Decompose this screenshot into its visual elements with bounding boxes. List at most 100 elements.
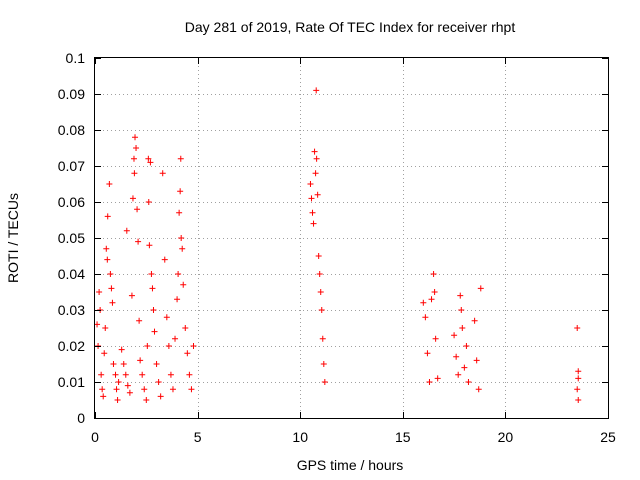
y-tick-label: 0.09 [58,86,85,102]
data-point [106,181,113,187]
data-point [128,292,135,299]
y-tick-label: 0.07 [58,158,85,174]
data-point [115,379,122,385]
data-point [575,368,582,375]
y-tick-labels: 0 0.01 0.02 0.03 0.04 0.05 0.06 0.07 0.08 0.09 0.1 [58,50,85,426]
data-point [477,285,484,292]
data-point [574,386,581,393]
data-point [155,379,162,385]
data-point [145,199,152,205]
data-point [188,386,195,393]
data-point [180,281,187,288]
data-point [313,87,320,94]
x-axis-label: GPS time / hours [297,457,404,473]
data-point [307,181,314,187]
data-point [186,371,193,378]
data-point [428,296,435,303]
data-point [314,191,321,198]
data-point [172,335,179,342]
data-point [320,361,327,367]
data-point [129,195,136,202]
data-point [574,325,581,331]
x-tick-label: 5 [194,429,202,445]
grid-lines [95,58,608,418]
data-point [120,361,127,367]
data-point [457,292,464,299]
data-point [104,213,111,220]
x-tick-labels: 0 5 10 15 20 25 [91,429,616,445]
data-point [122,371,129,378]
data-point [147,159,154,166]
data-point [163,314,170,321]
data-point [114,397,121,403]
data-point [134,206,141,213]
data-point [424,350,431,357]
data-point [132,134,139,141]
data-point [432,335,439,342]
data-point [316,271,323,277]
x-tick-label: 15 [395,429,411,445]
data-point [321,379,328,385]
data-point [135,238,142,245]
data-point [471,317,478,324]
data-point [451,332,458,339]
y-tick-label: 0.06 [58,194,85,210]
data-point [109,299,116,306]
data-point [190,343,197,349]
plot-frame [94,57,609,419]
data-point [430,271,437,277]
data-point [94,321,101,328]
data-point [108,285,115,292]
data-point [161,256,168,263]
data-point [98,371,105,378]
data-point [112,371,119,378]
x-tick-label: 20 [498,429,514,445]
data-point [96,289,103,295]
data-point [453,353,460,360]
x-tick-label: 10 [292,429,308,445]
data-point [317,289,324,295]
data-point [184,350,191,357]
data-point [101,350,108,357]
data-point [145,155,152,162]
y-tick-label: 0.03 [58,302,85,318]
data-point [420,299,427,306]
data-point [103,245,110,252]
data-point [318,307,325,313]
data-point [100,393,107,400]
data-point [174,296,181,303]
data-point [575,375,582,382]
data-point [434,375,441,382]
data-point [151,328,158,335]
data-point [167,371,174,378]
data-point [130,155,137,162]
data-point [177,155,184,162]
data-point [319,335,326,342]
data-point [310,220,317,227]
data-point [137,357,144,364]
data-point [133,145,140,151]
data-point [458,307,465,313]
data-point [150,307,157,313]
data-point [107,271,114,277]
data-point [315,253,322,259]
data-point [422,314,429,321]
data-points [94,87,582,403]
data-point [177,188,184,195]
y-tick-label: 0.02 [58,338,85,354]
data-point [149,285,156,292]
chart-title: Day 281 of 2019, Rate Of TEC Index for r… [185,19,516,35]
data-point [182,325,189,331]
data-point [124,382,131,389]
data-point [139,371,146,378]
y-tick-label: 0 [77,410,85,426]
y-axis-label: ROTI / TECUs [5,193,21,283]
y-tick-label: 0.05 [58,230,85,246]
data-point [146,242,153,249]
data-point [308,195,315,202]
data-point [118,346,125,353]
data-point [426,379,433,385]
data-point [431,289,438,295]
data-point [175,271,182,277]
y-tick-label: 0.01 [58,374,85,390]
